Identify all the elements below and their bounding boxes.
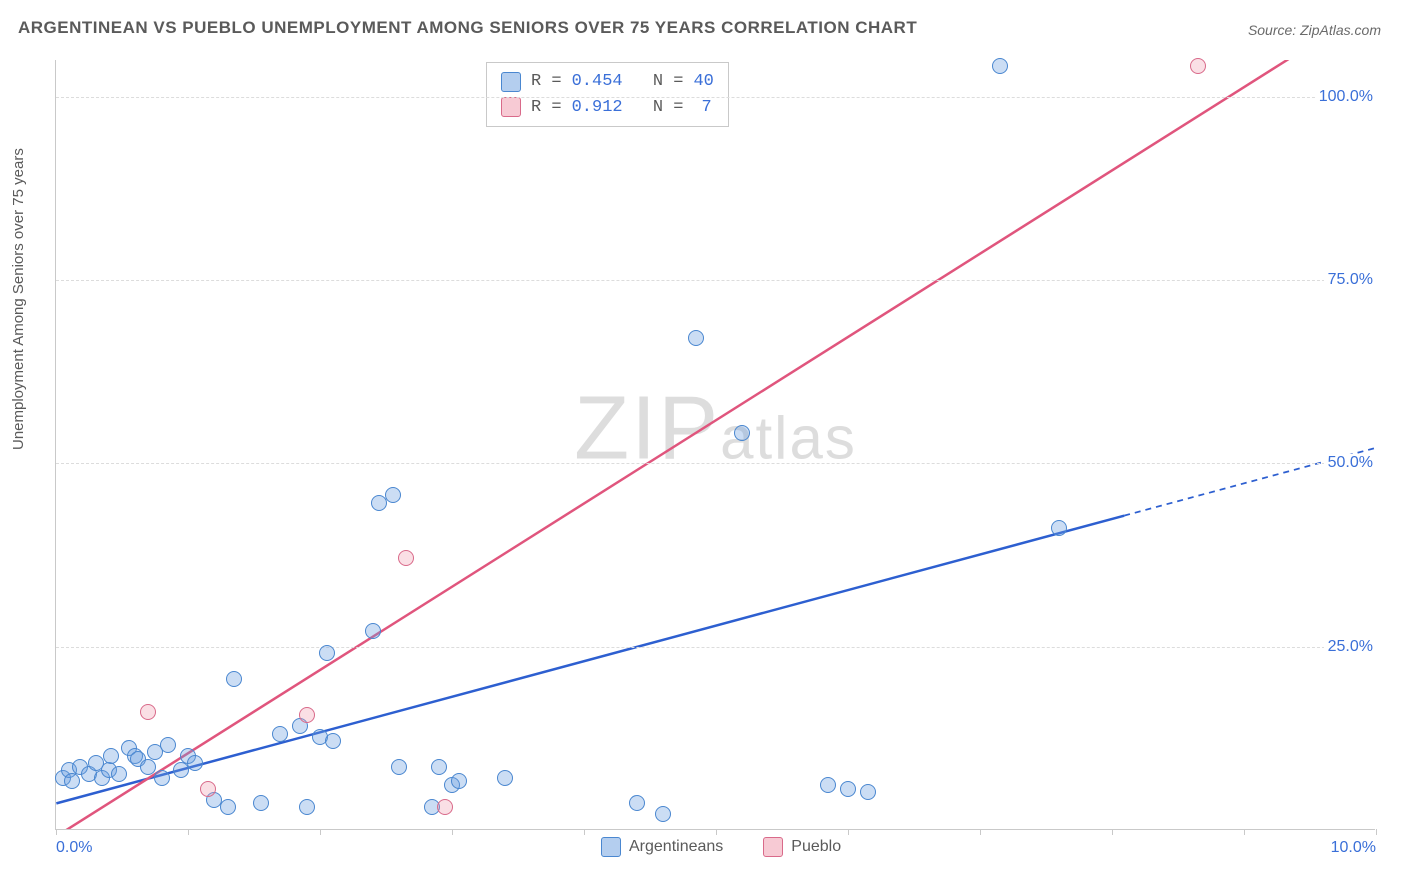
point-argentineans	[860, 784, 876, 800]
chart-title: ARGENTINEAN VS PUEBLO UNEMPLOYMENT AMONG…	[18, 18, 917, 38]
point-argentineans	[1051, 520, 1067, 536]
r-value-argentineans: 0.454	[572, 69, 623, 95]
legend-label-argentineans: Argentineans	[629, 838, 723, 856]
bottom-legend: Argentineans Pueblo	[601, 837, 841, 857]
point-argentineans	[111, 766, 127, 782]
point-argentineans	[391, 759, 407, 775]
legend-item-pueblo: Pueblo	[763, 837, 841, 857]
point-pueblo	[1190, 58, 1206, 74]
gridline	[56, 463, 1375, 464]
ytick-label: 25.0%	[1324, 638, 1377, 656]
xtick	[716, 829, 717, 835]
n-value-pueblo: 7	[693, 95, 711, 121]
point-argentineans	[319, 645, 335, 661]
xtick	[980, 829, 981, 835]
point-argentineans	[325, 733, 341, 749]
gridline	[56, 280, 1375, 281]
point-pueblo	[398, 550, 414, 566]
gridline	[56, 97, 1375, 98]
r-label: R =	[531, 69, 562, 95]
xtick-label: 0.0%	[56, 839, 92, 857]
point-argentineans	[992, 58, 1008, 74]
xtick	[1376, 829, 1377, 835]
xtick-label: 10.0%	[1331, 839, 1376, 857]
legend-label-pueblo: Pueblo	[791, 838, 841, 856]
point-pueblo	[140, 704, 156, 720]
point-argentineans	[365, 623, 381, 639]
point-argentineans	[451, 773, 467, 789]
point-argentineans	[629, 795, 645, 811]
ytick-label: 50.0%	[1324, 454, 1377, 472]
ytick-label: 100.0%	[1315, 88, 1377, 106]
point-argentineans	[655, 806, 671, 822]
correlation-row-argentineans: R = 0.454 N = 40	[501, 69, 714, 95]
correlation-box: R = 0.454 N = 40 R = 0.912 N = 7	[486, 62, 729, 127]
xtick	[188, 829, 189, 835]
point-argentineans	[431, 759, 447, 775]
source-prefix: Source:	[1248, 22, 1300, 38]
point-pueblo	[200, 781, 216, 797]
swatch-pink-icon	[501, 97, 521, 117]
source-credit: Source: ZipAtlas.com	[1248, 22, 1381, 38]
point-argentineans	[160, 737, 176, 753]
trend-line	[56, 60, 1322, 829]
n-value-argentineans: 40	[693, 69, 713, 95]
n-label: N =	[653, 95, 684, 121]
xtick	[56, 829, 57, 835]
n-label: N =	[653, 69, 684, 95]
point-argentineans	[226, 671, 242, 687]
r-label: R =	[531, 95, 562, 121]
xtick	[452, 829, 453, 835]
point-argentineans	[253, 795, 269, 811]
correlation-row-pueblo: R = 0.912 N = 7	[501, 95, 714, 121]
point-pueblo	[437, 799, 453, 815]
trend-line	[56, 516, 1124, 804]
point-pueblo	[299, 707, 315, 723]
ytick-label: 75.0%	[1324, 271, 1377, 289]
plot-area: ZIPatlas R = 0.454 N = 40 R = 0.912 N = …	[55, 60, 1375, 830]
xtick	[1112, 829, 1113, 835]
swatch-pink-icon	[763, 837, 783, 857]
point-argentineans	[840, 781, 856, 797]
point-argentineans	[272, 726, 288, 742]
swatch-blue-icon	[601, 837, 621, 857]
trend-lines	[56, 60, 1375, 829]
xtick	[1244, 829, 1245, 835]
point-argentineans	[385, 487, 401, 503]
point-argentineans	[154, 770, 170, 786]
point-argentineans	[299, 799, 315, 815]
point-argentineans	[688, 330, 704, 346]
point-argentineans	[734, 425, 750, 441]
swatch-blue-icon	[501, 72, 521, 92]
point-argentineans	[820, 777, 836, 793]
r-value-pueblo: 0.912	[572, 95, 623, 121]
gridline	[56, 647, 1375, 648]
point-argentineans	[497, 770, 513, 786]
watermark: ZIPatlas	[574, 378, 857, 481]
xtick	[848, 829, 849, 835]
y-axis-label: Unemployment Among Seniors over 75 years	[10, 148, 27, 450]
point-argentineans	[187, 755, 203, 771]
point-argentineans	[220, 799, 236, 815]
legend-item-argentineans: Argentineans	[601, 837, 723, 857]
point-argentineans	[64, 773, 80, 789]
point-argentineans	[103, 748, 119, 764]
xtick	[320, 829, 321, 835]
xtick	[584, 829, 585, 835]
source-name: ZipAtlas.com	[1300, 22, 1381, 38]
